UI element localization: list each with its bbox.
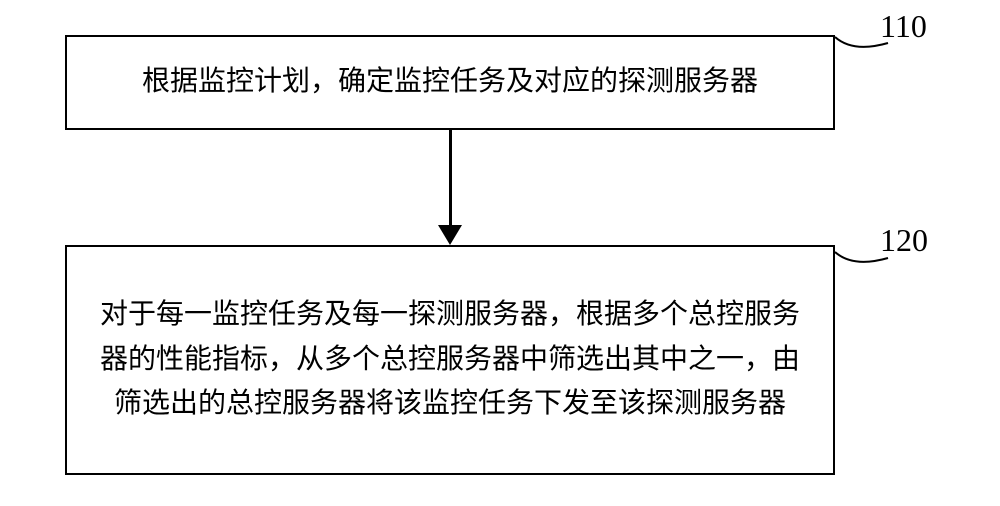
node-1-text: 根据监控计划，确定监控任务及对应的探测服务器	[142, 60, 758, 105]
flowchart-node-1: 根据监控计划，确定监控任务及对应的探测服务器	[65, 35, 835, 130]
arrow-1-head	[438, 225, 462, 245]
node-2-connector	[833, 240, 893, 270]
node-2-text: 对于每一监控任务及每一探测服务器，根据多个总控服务器的性能指标，从多个总控服务器…	[97, 293, 803, 427]
flowchart-node-2: 对于每一监控任务及每一探测服务器，根据多个总控服务器的性能指标，从多个总控服务器…	[65, 245, 835, 475]
node-1-connector	[833, 25, 893, 55]
arrow-1-line	[449, 130, 452, 230]
